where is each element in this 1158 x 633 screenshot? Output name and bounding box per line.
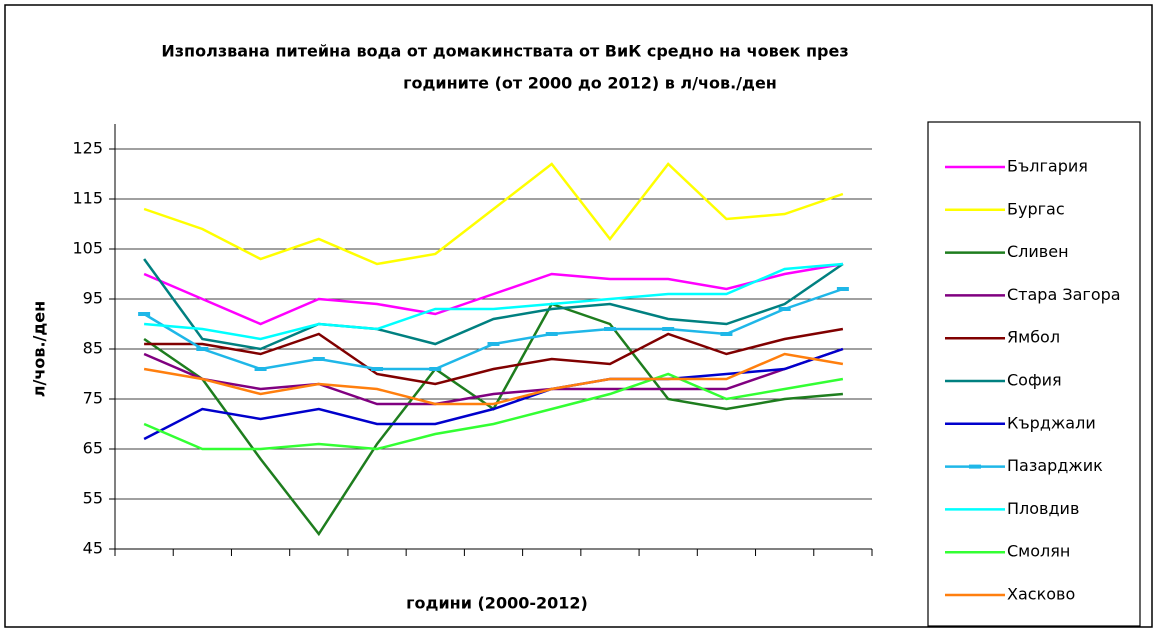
series-marker: [138, 312, 151, 316]
series-marker: [720, 332, 733, 336]
legend-label: Сливен: [1007, 242, 1069, 261]
series-marker: [603, 327, 616, 331]
series-marker: [196, 347, 209, 351]
legend-label: Кърджали: [1007, 413, 1096, 432]
series-marker: [778, 307, 791, 311]
series-marker: [254, 367, 267, 371]
legend-label: България: [1007, 157, 1088, 176]
y-tick-label: 95: [83, 289, 103, 308]
y-tick-label: 45: [83, 539, 103, 558]
series-line: [143, 262, 844, 326]
series-line: [143, 372, 844, 451]
y-tick-label: 115: [72, 189, 103, 208]
y-tick-label: 55: [83, 489, 103, 508]
series-marker: [312, 357, 325, 361]
legend-label: Смолян: [1007, 542, 1070, 561]
x-axis-label: години (2000-2012): [406, 594, 588, 613]
series-marker: [836, 287, 849, 291]
y-tick-label: 75: [83, 389, 103, 408]
legend-label: Хасково: [1007, 585, 1075, 604]
series-line: [144, 262, 843, 341]
legend-box: [927, 121, 1141, 627]
y-tick-label: 85: [83, 339, 103, 358]
series-line: [143, 162, 844, 266]
legend-marker: [969, 464, 981, 469]
legend-label: Стара Загора: [1007, 285, 1121, 304]
series-line: [143, 347, 844, 406]
series-marker: [371, 367, 384, 371]
series-line: [143, 258, 844, 351]
y-tick-label: 125: [72, 139, 103, 158]
y-axis-label: л/чов./ден: [30, 301, 49, 397]
series-marker: [545, 332, 558, 336]
series-line: [144, 327, 844, 386]
y-tick-label: 105: [72, 239, 103, 258]
series-marker: [487, 342, 500, 346]
legend-label: Бургас: [1007, 199, 1065, 218]
chart-title: Използвана питейна вода от домакинствата…: [161, 42, 848, 61]
legend-label: Ямбол: [1007, 328, 1060, 347]
series-marker: [662, 327, 675, 331]
y-tick-label: 65: [83, 439, 103, 458]
legend-label: София: [1007, 371, 1062, 390]
chart-title: годините (от 2000 до 2012) в л/чов./ден: [403, 74, 777, 93]
legend-label: Пловдив: [1007, 499, 1079, 518]
series-marker: [429, 367, 442, 371]
series-line: [143, 347, 844, 441]
legend-label: Пазарджик: [1007, 456, 1103, 475]
series-line: [143, 352, 844, 406]
